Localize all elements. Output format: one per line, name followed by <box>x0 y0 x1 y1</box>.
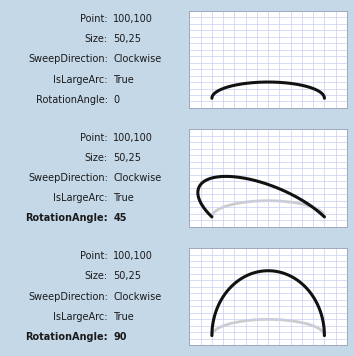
Text: 45: 45 <box>113 213 127 223</box>
Text: 90: 90 <box>113 332 127 342</box>
Text: 50,25: 50,25 <box>113 34 141 44</box>
Text: 100,100: 100,100 <box>113 133 153 143</box>
Text: 50,25: 50,25 <box>113 153 141 163</box>
Text: 0: 0 <box>113 95 120 105</box>
Text: Point:: Point: <box>80 251 108 261</box>
Text: 100,100: 100,100 <box>113 14 153 24</box>
Text: Point:: Point: <box>80 133 108 143</box>
Text: 50,25: 50,25 <box>113 272 141 282</box>
Text: Clockwise: Clockwise <box>113 292 162 302</box>
Text: IsLargeArc:: IsLargeArc: <box>53 74 108 84</box>
Text: RotationAngle:: RotationAngle: <box>25 213 108 223</box>
Text: True: True <box>113 312 134 322</box>
Text: Point:: Point: <box>80 14 108 24</box>
Text: SweepDirection:: SweepDirection: <box>28 292 108 302</box>
Text: Size:: Size: <box>85 153 108 163</box>
Text: IsLargeArc:: IsLargeArc: <box>53 312 108 322</box>
Text: Size:: Size: <box>85 272 108 282</box>
Text: Size:: Size: <box>85 34 108 44</box>
Text: SweepDirection:: SweepDirection: <box>28 173 108 183</box>
Text: 100,100: 100,100 <box>113 251 153 261</box>
Text: RotationAngle:: RotationAngle: <box>25 332 108 342</box>
Text: RotationAngle:: RotationAngle: <box>36 95 108 105</box>
Text: SweepDirection:: SweepDirection: <box>28 54 108 64</box>
Text: True: True <box>113 74 134 84</box>
Text: Clockwise: Clockwise <box>113 54 162 64</box>
Text: Clockwise: Clockwise <box>113 173 162 183</box>
Text: IsLargeArc:: IsLargeArc: <box>53 193 108 203</box>
Text: True: True <box>113 193 134 203</box>
